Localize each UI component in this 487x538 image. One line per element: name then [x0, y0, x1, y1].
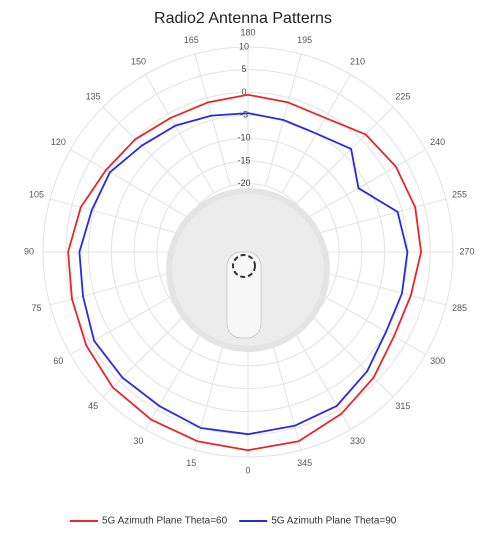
grid-spoke	[102, 106, 201, 205]
theta-tick-label: 330	[350, 436, 365, 446]
theta-tick-label: 75	[31, 303, 41, 313]
theta-tick-label: 60	[53, 356, 63, 366]
grid-spoke	[313, 269, 447, 306]
theta-tick-label: 150	[131, 57, 146, 67]
device-image	[166, 188, 330, 352]
theta-tick-label: 30	[133, 436, 143, 446]
theta-tick-label: 105	[29, 190, 44, 200]
theta-tick-label: 255	[452, 190, 467, 200]
theta-tick-label: 45	[88, 401, 98, 411]
theta-tick-label: 300	[430, 356, 445, 366]
r-tick-label: -15	[237, 155, 250, 165]
theta-tick-label: 180	[240, 27, 255, 37]
r-tick-label: -5	[240, 110, 248, 120]
series-line	[78, 112, 409, 436]
r-tick-label: -20	[237, 178, 250, 188]
theta-tick-label: 165	[184, 35, 199, 45]
r-tick-label: 10	[239, 41, 249, 51]
theta-tick-label: 315	[395, 401, 410, 411]
r-tick-label: 0	[241, 87, 246, 97]
r-tick-label: -10	[237, 132, 250, 142]
legend-label: 5G Azimuth Plane Theta=60	[102, 516, 228, 527]
theta-tick-label: 270	[459, 246, 474, 256]
grid-spoke	[313, 198, 447, 235]
grid-spoke	[295, 106, 394, 205]
grid-spoke	[306, 285, 426, 355]
grid-spoke	[70, 149, 190, 219]
chart-title: Radio2 Antenna Patterns	[154, 10, 332, 27]
theta-tick-label: 345	[297, 458, 312, 468]
grid-spoke	[49, 198, 183, 235]
theta-tick-label: 210	[350, 57, 365, 67]
theta-tick-label: 135	[86, 92, 101, 102]
grid-spoke	[70, 285, 190, 355]
theta-tick-label: 195	[297, 35, 312, 45]
theta-tick-label: 90	[24, 246, 34, 256]
r-tick-label: 5	[241, 64, 246, 74]
theta-tick-label: 285	[452, 303, 467, 313]
grid-spoke	[306, 149, 426, 219]
theta-tick-label: 240	[430, 137, 445, 147]
theta-tick-label: 120	[51, 137, 66, 147]
theta-tick-label: 225	[395, 92, 410, 102]
grid-spoke	[145, 74, 215, 194]
theta-tick-label: 0	[245, 465, 250, 475]
theta-tick-label: 15	[186, 458, 196, 468]
series-line	[67, 93, 422, 452]
grid-spoke	[194, 53, 231, 187]
legend-label: 5G Azimuth Plane Theta=90	[271, 516, 397, 527]
